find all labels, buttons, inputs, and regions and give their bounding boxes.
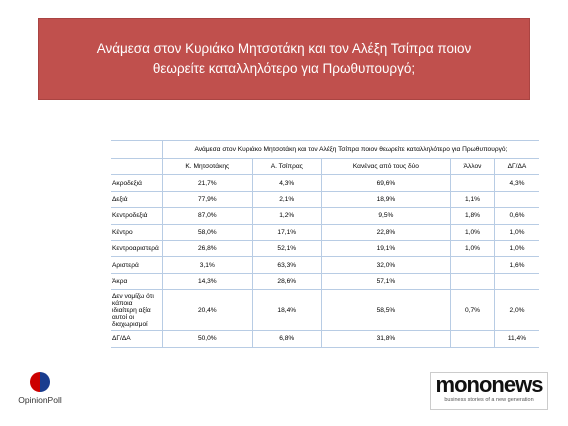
cell (450, 330, 495, 348)
logo-mark (30, 372, 50, 392)
cell: 9,5% (320, 207, 451, 225)
cell (493, 273, 539, 291)
row-label: Δεξιά (111, 191, 163, 209)
cell: 2,0% (493, 289, 539, 332)
cell: 17,1% (251, 224, 322, 241)
row-label: Αριστερά (111, 256, 163, 274)
cell: 20,4% (161, 289, 253, 332)
cell (450, 174, 495, 192)
logo-text: OpinionPoll (18, 395, 62, 405)
row-label: Κεντροδεξιά (111, 207, 163, 225)
cell: 1,0% (493, 224, 539, 241)
cell: 52,1% (251, 240, 322, 258)
row-label: ΔΓ/ΔΑ (111, 330, 163, 348)
cell: 57,1% (320, 273, 451, 291)
header-row: Κ. Μητσοτάκης Α. Τσίπρας Κανένας από τους … (111, 158, 539, 176)
row-label: Κεντροαριστερά (111, 240, 163, 258)
row: Κεντροαριστερά 26,8% 52,1% 19,1% 1,0% 1,0% (111, 240, 539, 258)
cell: 31,8% (320, 330, 451, 348)
column-header: Α. Τσίπρας (251, 158, 322, 176)
cell: 32,0% (320, 256, 451, 274)
cell: 58,0% (161, 224, 253, 241)
cell: 21,7% (161, 174, 253, 192)
cell (450, 256, 495, 274)
row: Δεν νομίζω ότι κάποια ιδιαίτερη αξία αυτ… (111, 289, 539, 332)
cell: 2,1% (251, 191, 322, 209)
cell: 1,0% (450, 240, 495, 258)
column-header: Κανένας από τους δύο (320, 158, 451, 176)
table: Ανάμεσα στον Κυριάκο Μητσοτάκη και τον Α… (111, 140, 539, 348)
cell: 26,8% (161, 240, 253, 258)
cell: 63,3% (251, 256, 322, 274)
table-title: Ανάμεσα στον Κυριάκο Μητσοτάκη και τον Α… (161, 140, 539, 159)
cell: 1,0% (450, 224, 495, 241)
cell: 4,3% (251, 174, 322, 192)
cell: 0,7% (450, 289, 495, 332)
row: Κέντρο 58,0% 17,1% 22,8% 1,0% 1,0% (111, 224, 539, 241)
cell: 6,8% (251, 330, 322, 348)
cell: 18,4% (251, 289, 322, 332)
cell: 19,1% (320, 240, 451, 258)
cell: 1,0% (493, 240, 539, 258)
cell (111, 140, 163, 159)
cell: 1,8% (450, 207, 495, 225)
row: Αριστερά 3,1% 63,3% 32,0% 1,6% (111, 256, 539, 274)
banner-title: Ανάμεσα στον Κυριάκο Μητσοτάκη και τον Α… (38, 18, 530, 100)
logo-left: OpinionPoll (10, 372, 70, 405)
logo-text: mononews (435, 372, 544, 397)
cell: 11,4% (493, 330, 539, 348)
cell: 87,0% (161, 207, 253, 225)
cell: 4,3% (493, 174, 539, 192)
row: Δεξιά 77,9% 2,1% 18,9% 1,1% (111, 191, 539, 209)
cell: 1,2% (251, 207, 322, 225)
cell: 14,3% (161, 273, 253, 291)
cell: 28,6% (251, 273, 322, 291)
column-header: ΔΓ/ΔΑ (493, 158, 539, 176)
cell: 50,0% (161, 330, 253, 348)
row-label: Ακροδεξιά (111, 174, 163, 192)
row: Ακροδεξιά 21,7% 4,3% 69,6% 4,3% (111, 174, 539, 192)
logo-right: mononews business stories of a new genera… (430, 372, 548, 410)
logo-tagline: business stories of a new generation (444, 397, 534, 403)
column-header: Άλλον (450, 158, 495, 176)
title-row: Ανάμεσα στον Κυριάκο Μητσοτάκη και τον Α… (111, 140, 539, 159)
row: Άκρα 14,3% 28,6% 57,1% (111, 273, 539, 291)
column-header: Κ. Μητσοτάκης (161, 158, 253, 176)
cell: 3,1% (161, 256, 253, 274)
cell: 1,1% (450, 191, 495, 209)
row-label: Άκρα (111, 273, 163, 291)
cell: 18,9% (320, 191, 451, 209)
row-label: Κέντρο (111, 224, 163, 241)
cell: 1,6% (493, 256, 539, 274)
cell (450, 273, 495, 291)
cell: 0,6% (493, 207, 539, 225)
row-label: Δεν νομίζω ότι κάποια ιδιαίτερη αξία αυτ… (111, 289, 163, 332)
row: ΔΓ/ΔΑ 50,0% 6,8% 31,8% 11,4% (111, 330, 539, 348)
cell: 77,9% (161, 191, 253, 209)
cell: 69,6% (320, 174, 451, 192)
row: Κεντροδεξιά 87,0% 1,2% 9,5% 1,8% 0,6% (111, 207, 539, 225)
cell: 22,8% (320, 224, 451, 241)
cell (493, 191, 539, 209)
cell (111, 158, 163, 176)
cell: 58,5% (320, 289, 451, 332)
